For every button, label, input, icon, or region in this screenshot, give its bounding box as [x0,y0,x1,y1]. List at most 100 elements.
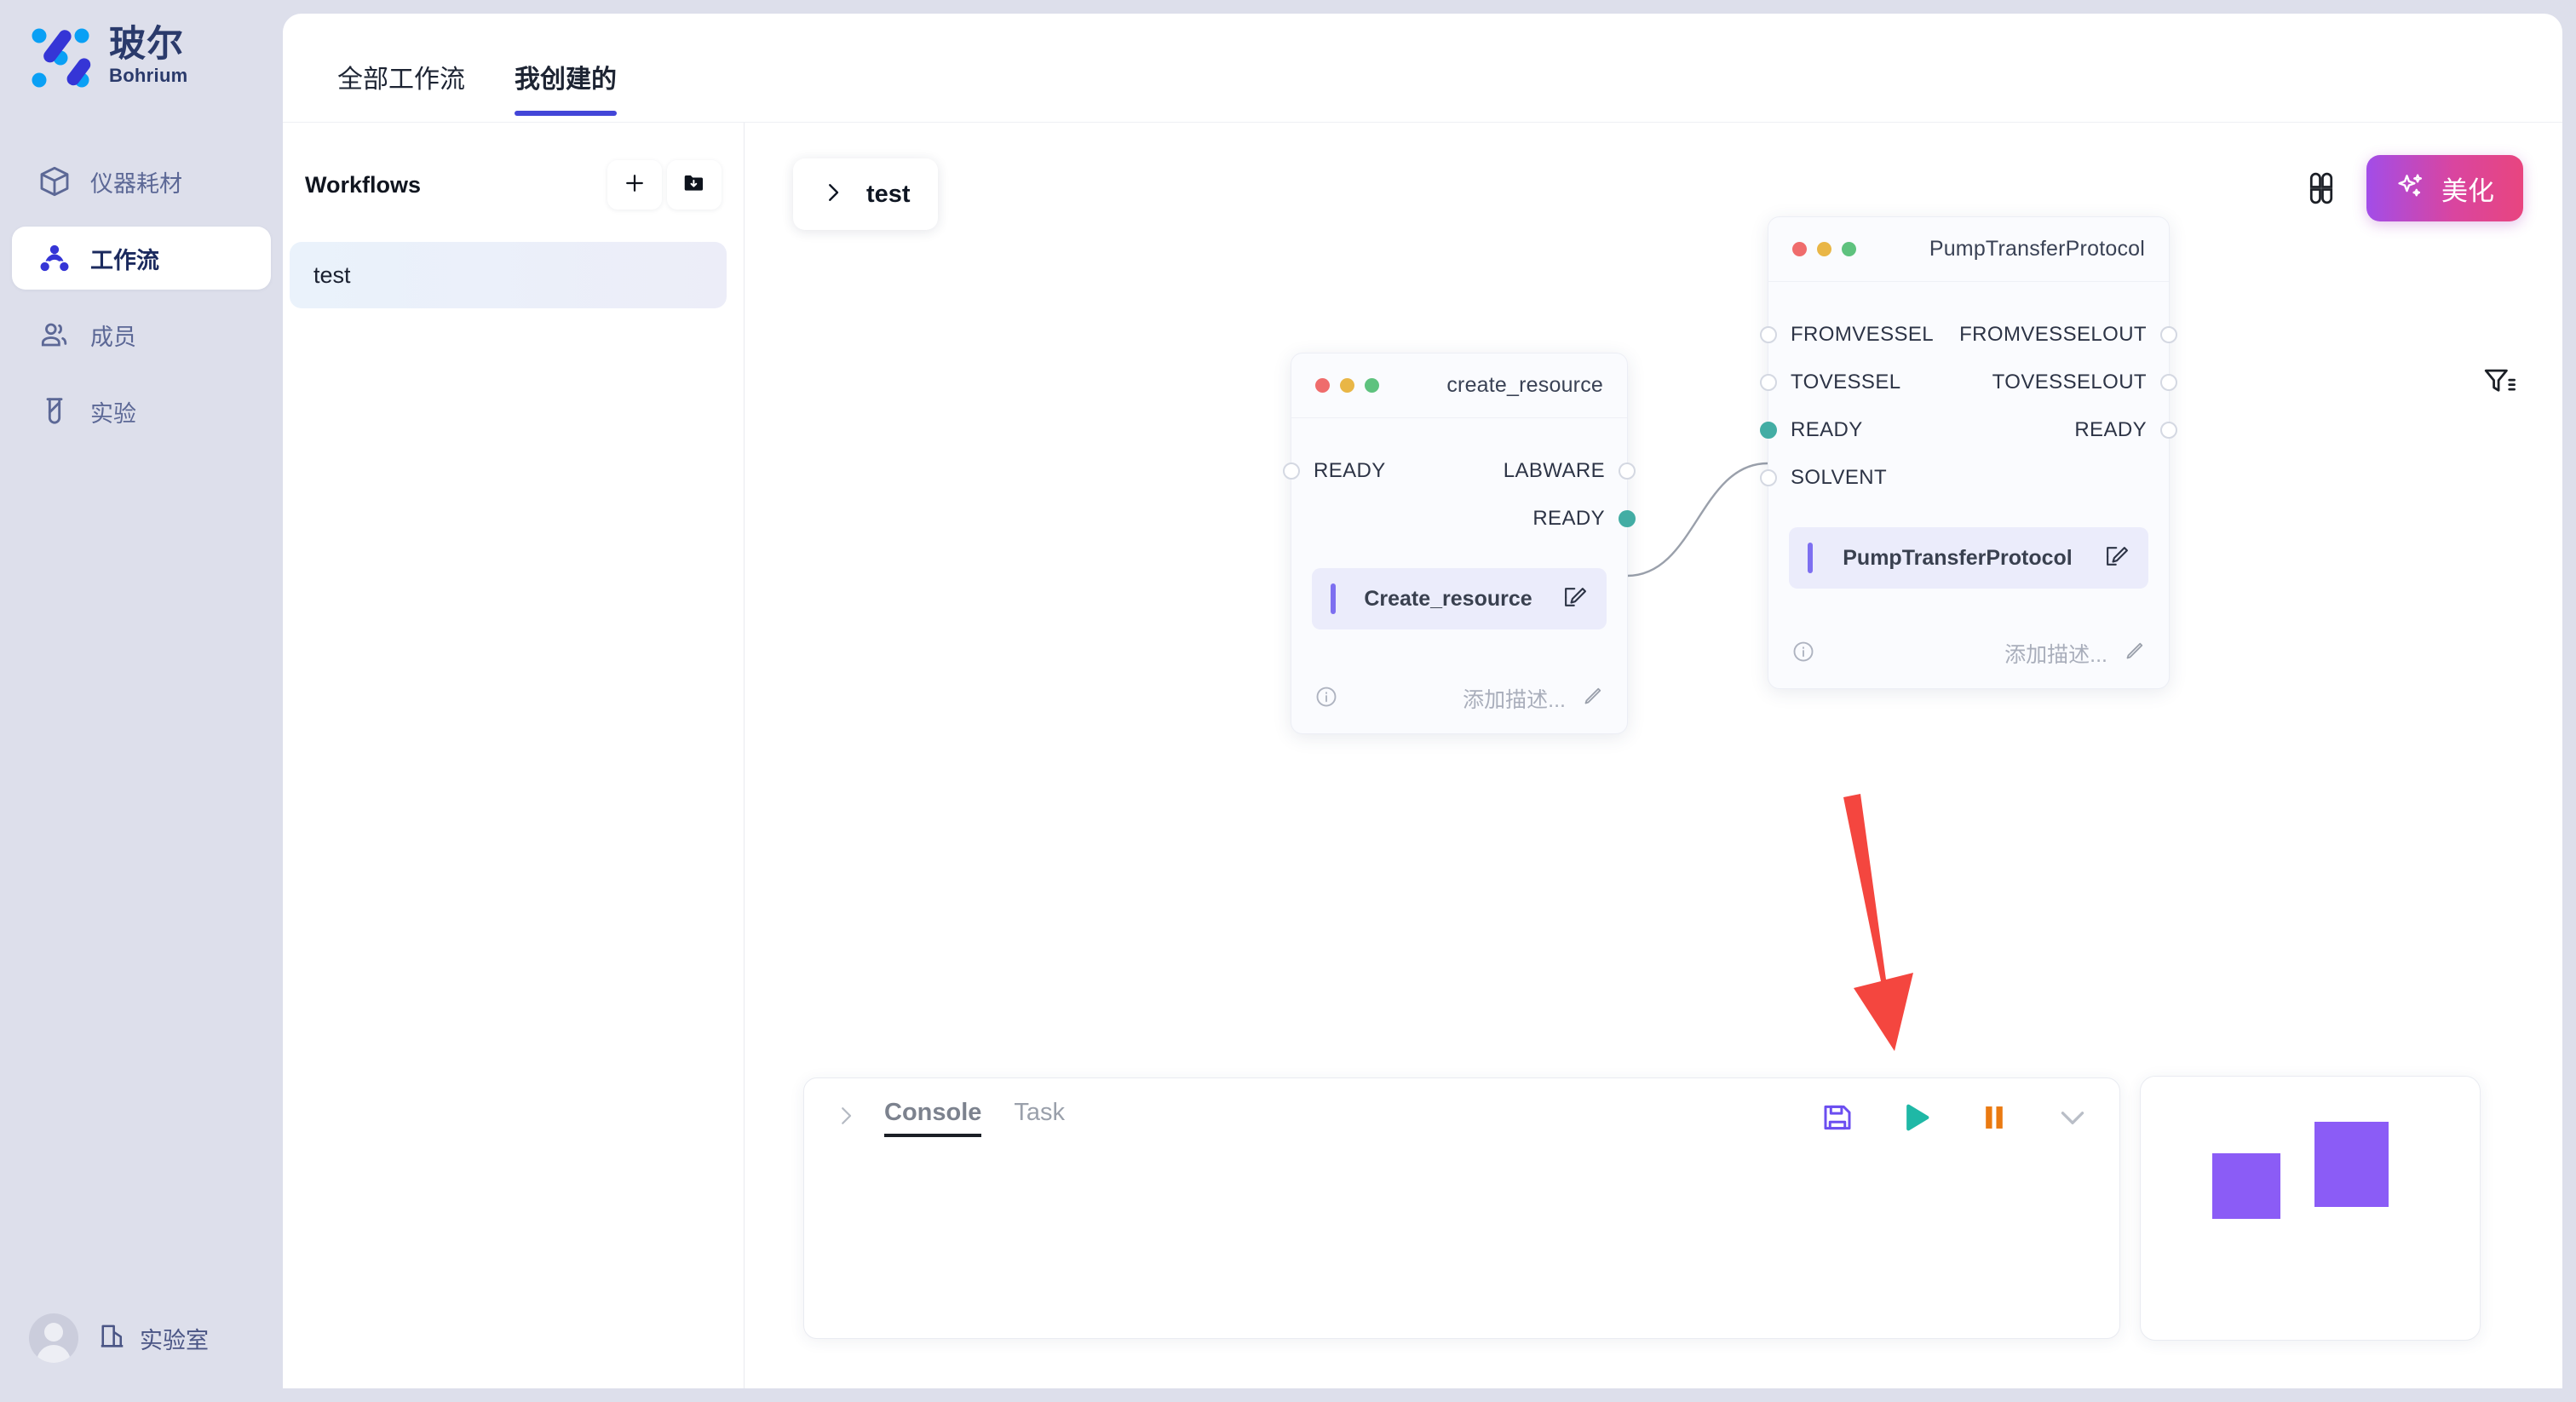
tab-all-workflows[interactable]: 全部工作流 [337,66,465,94]
folder-download-icon [681,170,707,200]
pause-button[interactable] [1976,1100,2012,1135]
sidebar-item-workflow[interactable]: 工作流 [12,227,271,290]
port-dot-input[interactable] [1760,374,1777,391]
sidebar-item-label: 成员 [90,324,136,350]
protocol-pill[interactable]: Create_resource [1312,568,1607,629]
node-description-placeholder[interactable]: 添加描述... [1463,688,1566,712]
port-row: FROMVESSEL FROMVESSELOUT [1760,311,2177,359]
import-workflow-button[interactable] [667,160,722,210]
minimize-light-icon[interactable] [1340,378,1354,393]
node-header[interactable]: create_resource [1291,353,1627,418]
tab-task[interactable]: Task [1014,1098,1066,1126]
sidebar-nav: 仪器耗材 工作流 [12,150,271,457]
workflow-node-pump-transfer-protocol[interactable]: PumpTransferProtocol FROMVESSEL FROMVESS… [1760,216,2177,689]
bohrium-logo-icon [29,24,95,90]
port-row: SOLVENT [1760,454,2169,502]
lab-link[interactable]: 实验室 [97,1320,209,1357]
port-dot-input[interactable] [1760,469,1777,486]
close-light-icon[interactable] [1315,378,1330,393]
protocol-accent-bar [1808,543,1813,573]
lab-label: 实验室 [140,1327,209,1353]
minimap-node [2314,1122,2389,1207]
node-title: PumpTransferProtocol [1929,237,2145,261]
port-row: READY READY [1760,406,2177,454]
port-label-input: FROMVESSEL [1791,323,1935,346]
beautify-button[interactable]: 美化 [2366,155,2523,221]
sparkle-icon [2395,171,2426,206]
plus-icon [622,170,647,200]
console-panel: Console Task [803,1077,2120,1339]
maximize-light-icon[interactable] [1365,378,1379,393]
minimize-light-icon[interactable] [1817,242,1831,256]
pencil-icon[interactable] [1579,684,1605,714]
add-workflow-button[interactable] [607,160,662,210]
port-row: READY LABWARE [1283,447,1636,495]
node-description-placeholder[interactable]: 添加描述... [2004,643,2107,667]
building-icon [97,1320,128,1357]
console-collapse-icon[interactable] [833,1103,859,1133]
port-dot-output[interactable] [2160,422,2177,439]
port-dot-input[interactable] [1283,463,1300,480]
sidebar-user-area[interactable]: 实验室 [29,1313,209,1363]
tab-my-created[interactable]: 我创建的 [515,58,617,116]
pencil-icon[interactable] [2121,639,2147,669]
info-icon[interactable] [1791,639,1816,669]
maximize-light-icon[interactable] [1842,242,1856,256]
port-label-output: READY [2074,418,2147,441]
brand-text: 玻尔 Bohrium [109,24,188,89]
window-lights [1315,378,1379,393]
filter-icon[interactable] [2481,363,2518,400]
port-label-output: FROMVESSELOUT [1959,323,2147,346]
save-button[interactable] [1820,1100,1855,1135]
port-row: TOVESSEL TOVESSELOUT [1760,359,2177,406]
port-label-input: SOLVENT [1791,466,1888,489]
sidebar-item-instruments[interactable]: 仪器耗材 [12,150,271,213]
brand-name-en: Bohrium [109,65,188,87]
edit-square-icon[interactable] [2102,543,2130,574]
port-dot-output[interactable] [2160,374,2177,391]
port-label-output: LABWARE [1503,459,1605,482]
window-lights [1792,242,1856,256]
node-footer: 添加描述... [1291,664,1627,733]
edit-square-icon[interactable] [1561,583,1588,615]
port-dot-input[interactable] [1760,326,1777,343]
user-avatar-icon[interactable] [29,1313,78,1363]
brand: 玻尔 Bohrium [29,24,188,90]
close-light-icon[interactable] [1792,242,1807,256]
info-icon[interactable] [1314,684,1339,714]
breadcrumb[interactable]: test [793,158,938,230]
chevron-down-icon[interactable] [2055,1100,2090,1135]
port-dot-output[interactable] [2160,326,2177,343]
members-icon [37,318,72,352]
sidebar-item-members[interactable]: 成员 [12,303,271,366]
protocol-pill[interactable]: PumpTransferProtocol [1789,527,2148,589]
grid-四-petal-icon[interactable] [2302,169,2341,208]
protocol-accent-bar [1331,583,1336,614]
beautify-label: 美化 [2441,175,2494,206]
sidebar-item-label: 实验 [90,400,136,427]
port-dot-output[interactable] [1619,463,1636,480]
port-row: READY [1291,495,1636,543]
port-label-input: TOVESSEL [1791,371,1901,394]
workflow-list-item[interactable]: test [290,242,727,308]
port-label-input: READY [1791,418,1863,441]
workflow-nodes-icon [37,241,72,275]
node-ports: FROMVESSEL FROMVESSELOUT TOVESSEL TOVESS… [1760,282,2177,502]
port-dot-output[interactable] [1619,510,1636,527]
node-header[interactable]: PumpTransferProtocol [1768,217,2169,282]
chevron-right-icon [820,180,846,210]
port-dot-input[interactable] [1760,422,1777,439]
workflow-node-create-resource[interactable]: create_resource READY LABWARE READY [1283,353,1636,734]
sidebar: 玻尔 Bohrium 仪器耗材 [0,0,283,1402]
tab-console[interactable]: Console [884,1099,982,1137]
minimap-panel[interactable] [2140,1076,2481,1341]
breadcrumb-label: test [866,180,911,208]
console-actions [1820,1100,2090,1135]
brand-name-cn: 玻尔 [109,24,184,66]
sidebar-item-experiment[interactable]: 实验 [12,380,271,443]
port-label-output: READY [1532,507,1605,530]
box-icon [37,164,72,198]
run-button[interactable] [1898,1100,1934,1135]
workflow-list-title: Workflows [305,171,422,198]
sidebar-item-label: 仪器耗材 [90,170,182,197]
